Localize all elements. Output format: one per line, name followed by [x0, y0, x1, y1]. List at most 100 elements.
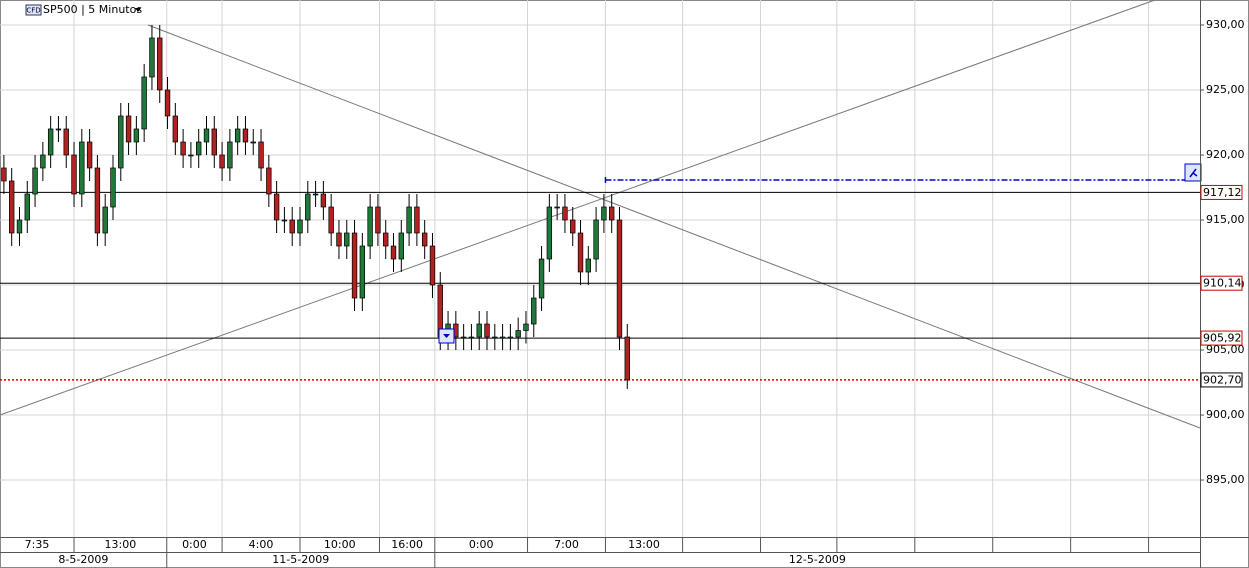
candle-body	[55, 128, 62, 131]
candle-body	[227, 141, 233, 169]
candle-body	[476, 323, 482, 338]
candle-body	[429, 245, 436, 286]
candle-body	[585, 258, 591, 273]
candle-body	[149, 37, 155, 78]
level-label: 905,92	[1203, 332, 1242, 345]
candle-body	[219, 154, 225, 169]
candle-body	[570, 219, 576, 234]
level-label: 910,14	[1203, 277, 1242, 290]
candle-body	[390, 245, 397, 260]
candle-body	[515, 330, 521, 338]
candle-body	[538, 258, 545, 299]
candle-body	[492, 336, 498, 339]
x-tick-label: 0:00	[182, 538, 207, 551]
x-tick-label: 10:00	[324, 538, 356, 551]
candle-body	[9, 180, 15, 234]
alert-marker-icon	[1189, 168, 1198, 178]
chart-title[interactable]: SP500 | 5 Minutos	[43, 3, 142, 16]
candle-body	[546, 206, 553, 260]
candle-body	[344, 232, 350, 247]
candle-body	[499, 336, 506, 339]
candle-body	[562, 206, 568, 221]
y-tick-label: 915,00	[1206, 213, 1245, 226]
candle-body	[421, 232, 428, 247]
candle-body	[484, 323, 490, 338]
x-tick-label: 7:35	[25, 538, 50, 551]
candle-body	[141, 76, 147, 130]
candle-body	[507, 336, 514, 339]
x-tick-label: 13:00	[628, 538, 660, 551]
candle-body	[281, 219, 288, 222]
candle-body	[32, 167, 38, 195]
level-label-box	[1200, 372, 1243, 388]
candle-body	[164, 89, 171, 117]
candle-body	[47, 128, 54, 156]
candle-body	[102, 206, 108, 234]
candle-body	[406, 206, 412, 234]
candle-body	[273, 193, 280, 221]
candle-body	[258, 141, 264, 169]
candle-body	[157, 37, 163, 91]
candle-body	[125, 115, 132, 143]
x-tick-label: 0:00	[469, 538, 494, 551]
candle-body	[375, 206, 381, 234]
candle-body	[118, 115, 124, 169]
candle-body	[196, 141, 202, 156]
candle-body	[172, 115, 179, 143]
candle-body	[250, 141, 256, 144]
order-marker-icon	[443, 334, 450, 338]
date-label: 12-5-2009	[789, 553, 846, 566]
candle-body	[266, 167, 272, 195]
x-tick-label: 13:00	[105, 538, 137, 551]
candle-body	[414, 206, 420, 234]
y-tick-label: 905,00	[1206, 343, 1245, 356]
candle-body	[242, 128, 249, 143]
candle-body	[71, 154, 77, 195]
y-tick-label: 930,00	[1206, 18, 1245, 31]
candle-body	[616, 219, 623, 338]
candle-body	[554, 206, 560, 209]
candle-body	[297, 219, 303, 234]
level-label: 902,70	[1203, 373, 1242, 386]
candle-body	[593, 219, 599, 260]
candle-body	[94, 167, 101, 234]
candle-body	[24, 193, 30, 221]
candle-body	[203, 128, 210, 143]
level-label-box	[1200, 184, 1243, 200]
candles	[1, 24, 630, 390]
candle-body	[460, 336, 467, 339]
candle-body	[234, 128, 241, 143]
candle-body	[305, 193, 311, 221]
y-tick-label: 920,00	[1206, 148, 1245, 161]
badge: CFD	[26, 7, 40, 15]
candle-body	[624, 336, 630, 381]
candle-body	[601, 206, 607, 221]
y-tick-label: 925,00	[1206, 83, 1245, 96]
candle-body	[211, 128, 217, 156]
level-label-box	[1200, 275, 1243, 291]
candle-body	[577, 232, 584, 273]
level-label: 917,12	[1203, 186, 1242, 199]
date-label: 11-5-2009	[272, 553, 329, 566]
candle-body	[63, 128, 69, 156]
candle-body	[468, 336, 475, 339]
candle-body	[289, 219, 295, 234]
title-dropdown[interactable]	[135, 8, 141, 12]
candle-body	[351, 232, 358, 299]
candle-body	[523, 323, 529, 331]
x-tick-label: 16:00	[391, 538, 423, 551]
x-tick-label: 4:00	[249, 538, 274, 551]
candle-body	[79, 141, 85, 195]
candle-body	[398, 232, 404, 260]
candle-body	[367, 206, 373, 247]
trend-line	[147, 24, 1201, 429]
candle-body	[133, 128, 140, 143]
y-tick-label: 900,00	[1206, 408, 1245, 421]
candle-body	[1, 167, 7, 182]
date-label: 8-5-2009	[58, 553, 108, 566]
badge-box	[25, 4, 42, 16]
candle-body	[188, 154, 194, 157]
candle-body	[359, 245, 366, 299]
